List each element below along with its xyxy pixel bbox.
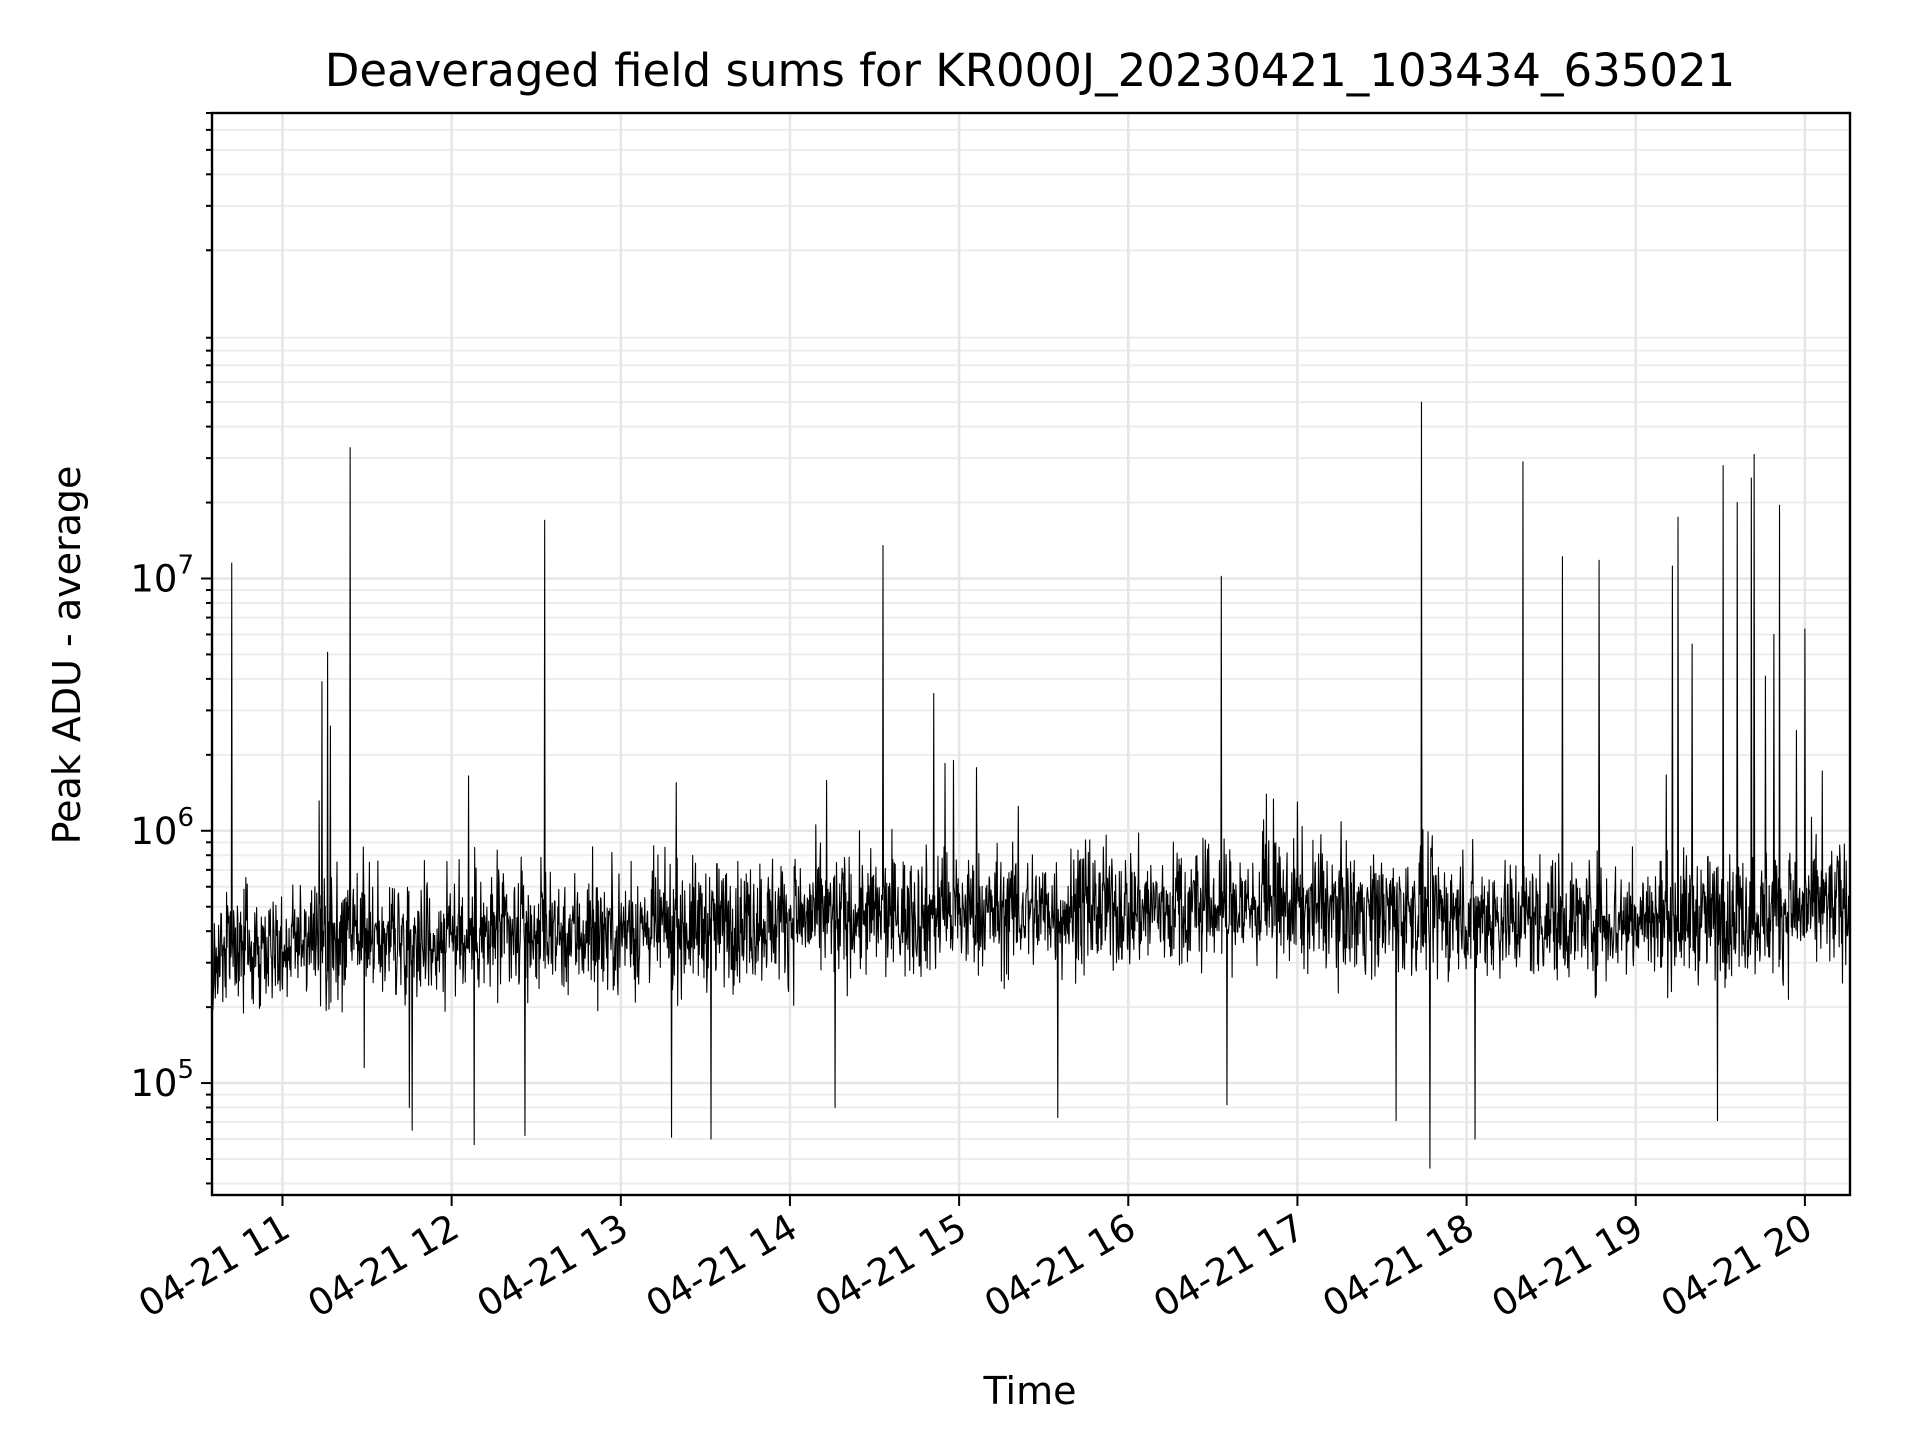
- series-line: [212, 401, 1850, 1169]
- x-tick-label: 04-21 14: [639, 1206, 805, 1326]
- y-tick-base: 10: [130, 557, 177, 600]
- y-tick-base: 10: [130, 810, 177, 853]
- x-tick-label: 04-21 11: [131, 1206, 297, 1326]
- grid: [212, 112, 1850, 1195]
- x-tick-label: 04-21 13: [470, 1206, 636, 1326]
- y-tick-label: 107: [130, 550, 194, 600]
- y-tick-base: 10: [130, 1062, 177, 1105]
- x-tick-label: 04-21 15: [808, 1206, 974, 1326]
- chart-title: Deaveraged field sums for KR000J_2023042…: [325, 44, 1736, 97]
- x-axis: 04-21 11 04-21 12 04-21 13 04-21 14 04-21 15…: [131, 1195, 1819, 1326]
- x-tick-label: 04-21 12: [301, 1206, 467, 1326]
- x-tick-label: 04-21 19: [1485, 1206, 1651, 1326]
- x-axis-label: Time: [983, 1369, 1077, 1413]
- y-tick-exponent: 5: [177, 1055, 194, 1085]
- y-tick-exponent: 7: [177, 550, 194, 580]
- y-axis-label: Peak ADU - average: [45, 466, 89, 845]
- x-tick-label: 04-21 18: [1316, 1206, 1482, 1326]
- y-tick-label: 106: [130, 803, 194, 853]
- x-tick-label: 04-21 20: [1654, 1206, 1820, 1326]
- y-tick-label: 105: [130, 1055, 194, 1105]
- plot-area: [212, 401, 1850, 1169]
- x-tick-label: 04-21 17: [1146, 1206, 1312, 1326]
- x-tick-label: 04-21 16: [977, 1206, 1143, 1326]
- y-tick-exponent: 6: [177, 803, 194, 833]
